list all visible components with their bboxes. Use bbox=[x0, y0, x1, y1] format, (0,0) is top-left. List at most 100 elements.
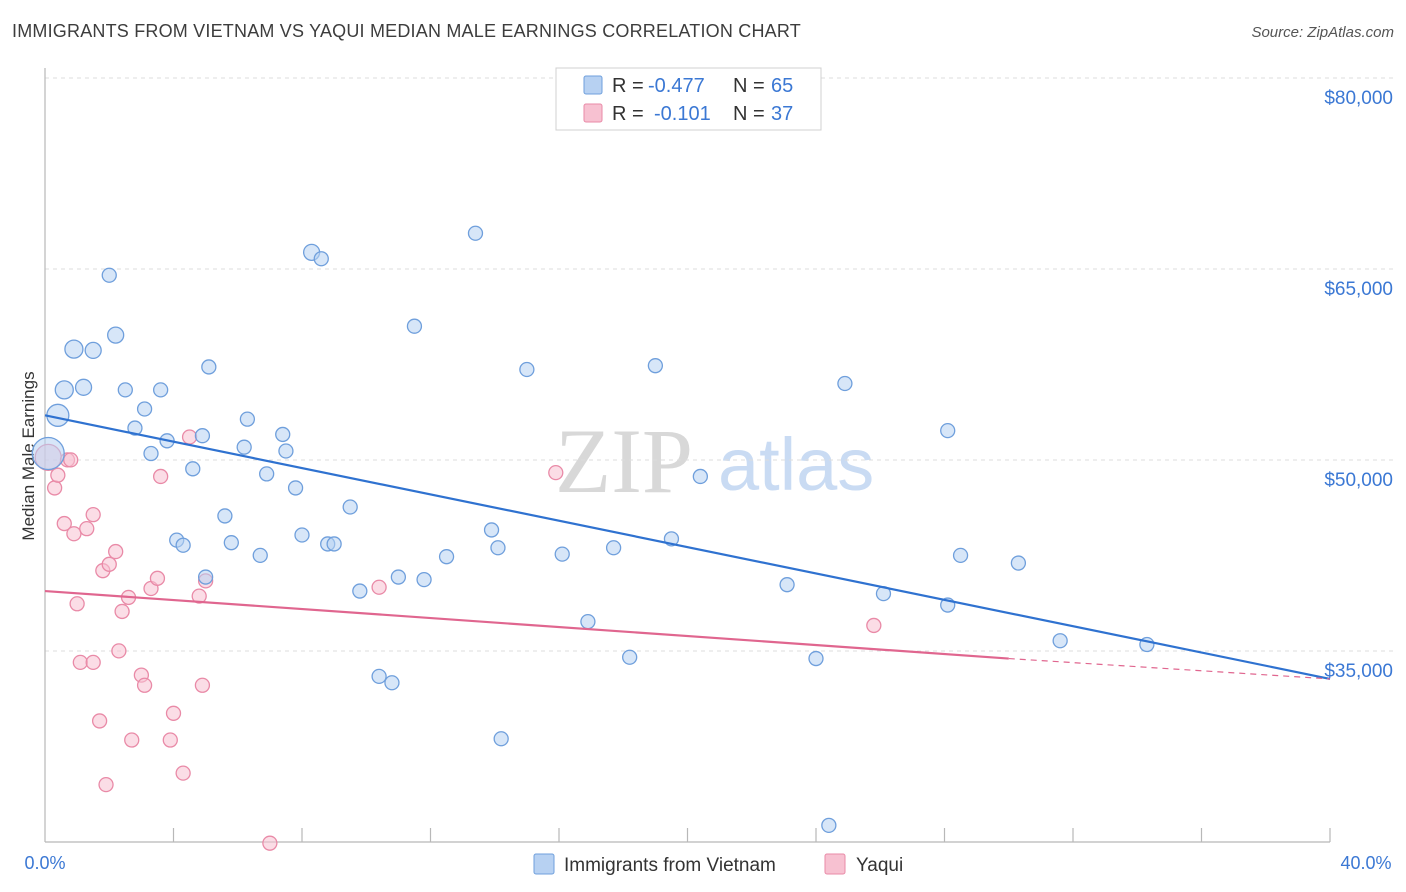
point-vietnam bbox=[136, 401, 153, 417]
x-axis-ticks bbox=[172, 828, 1331, 842]
point-vietnam bbox=[117, 382, 133, 398]
point-vietnam bbox=[143, 445, 159, 462]
point-vietnam bbox=[152, 382, 169, 398]
point-vietnam bbox=[31, 436, 65, 471]
point-vietnam bbox=[490, 540, 506, 556]
point-yaqui bbox=[56, 515, 72, 532]
point-yaqui bbox=[111, 643, 127, 659]
source-attribution: Source: ZipAtlas.com bbox=[1251, 24, 1394, 41]
point-vietnam bbox=[239, 411, 256, 427]
point-yaqui bbox=[181, 429, 198, 445]
point-yaqui bbox=[50, 467, 66, 483]
y-tick-label: $80,000 bbox=[1324, 88, 1393, 109]
watermark-zip: ZIP bbox=[555, 410, 693, 512]
point-vietnam bbox=[808, 650, 824, 667]
point-vietnam bbox=[236, 439, 252, 455]
point-yaqui bbox=[175, 765, 191, 781]
point-vietnam bbox=[84, 341, 102, 360]
point-yaqui bbox=[91, 713, 108, 729]
trend-lines bbox=[44, 414, 1331, 680]
legend-swatch-vietnam bbox=[583, 75, 603, 95]
point-yaqui bbox=[69, 596, 85, 612]
point-yaqui bbox=[194, 677, 211, 693]
bottom-legend-label-vietnam: Immigrants from Vietnam bbox=[564, 855, 776, 876]
point-yaqui bbox=[66, 526, 82, 542]
watermark-atlas: atlas bbox=[718, 423, 874, 506]
bottom-legend: Immigrants from Vietnam Yaqui bbox=[533, 853, 903, 876]
legend-r-label-2: R = bbox=[612, 103, 644, 125]
legend-n-value-1: 65 bbox=[771, 75, 793, 97]
point-vietnam bbox=[406, 318, 423, 334]
point-vietnam bbox=[252, 547, 268, 564]
point-vietnam bbox=[416, 571, 432, 588]
point-yaqui bbox=[152, 468, 169, 485]
point-vietnam bbox=[390, 569, 407, 585]
point-vietnam bbox=[384, 675, 400, 691]
point-vietnam bbox=[127, 420, 143, 436]
gridlines bbox=[45, 77, 1394, 652]
point-yaqui bbox=[124, 732, 140, 748]
y-tick-label: $35,000 bbox=[1324, 661, 1393, 682]
point-vietnam bbox=[519, 361, 535, 378]
point-yaqui bbox=[98, 776, 114, 793]
point-vietnam bbox=[197, 569, 214, 585]
point-vietnam bbox=[605, 540, 622, 556]
point-vietnam bbox=[54, 380, 74, 400]
point-vietnam bbox=[493, 731, 509, 747]
point-yaqui bbox=[548, 464, 564, 481]
point-vietnam bbox=[217, 508, 233, 524]
point-vietnam bbox=[278, 443, 294, 459]
point-vietnam bbox=[101, 267, 117, 283]
chart-title: IMMIGRANTS FROM VIETNAM VS YAQUI MEDIAN … bbox=[12, 21, 801, 41]
point-vietnam bbox=[940, 422, 956, 439]
trend-line-vietnam bbox=[44, 414, 1331, 680]
point-vietnam bbox=[779, 577, 795, 593]
point-yaqui bbox=[149, 570, 166, 586]
legend-box: R = -0.477 N = 65 R = -0.101 N = 37 bbox=[555, 67, 822, 131]
point-vietnam bbox=[259, 466, 275, 482]
x-tick-label-max: 40.0% bbox=[1340, 853, 1391, 873]
legend-n-value-2: 37 bbox=[771, 103, 793, 125]
y-axis-label: Median Male Earnings bbox=[19, 371, 38, 540]
point-yaqui bbox=[162, 732, 178, 748]
point-yaqui bbox=[79, 521, 95, 537]
legend-r-value-1: -0.477 bbox=[648, 75, 705, 97]
point-vietnam bbox=[692, 468, 708, 485]
bottom-legend-swatch-yaqui bbox=[824, 853, 846, 875]
point-yaqui bbox=[191, 588, 207, 604]
trend-line-yaqui-extension bbox=[1008, 657, 1331, 680]
point-yaqui bbox=[63, 452, 79, 468]
legend-swatch-yaqui bbox=[583, 103, 603, 123]
point-yaqui bbox=[72, 654, 88, 671]
point-yaqui bbox=[85, 654, 101, 671]
trend-line-yaqui bbox=[44, 589, 1009, 660]
point-vietnam bbox=[1010, 555, 1027, 571]
point-vietnam bbox=[326, 536, 342, 552]
series-vietnam-points bbox=[31, 225, 1155, 833]
y-tick-label: $65,000 bbox=[1324, 279, 1393, 300]
legend-r-value-2: -0.101 bbox=[654, 103, 711, 125]
point-vietnam bbox=[287, 480, 304, 496]
point-vietnam bbox=[201, 359, 217, 375]
point-yaqui bbox=[85, 507, 101, 523]
point-vietnam bbox=[837, 375, 853, 392]
point-vietnam bbox=[342, 499, 358, 515]
point-vietnam bbox=[438, 549, 455, 565]
y-tick-label: $50,000 bbox=[1324, 470, 1393, 491]
point-vietnam bbox=[194, 428, 211, 444]
point-vietnam bbox=[74, 378, 93, 396]
point-vietnam bbox=[952, 547, 969, 564]
point-yaqui bbox=[114, 603, 130, 620]
point-vietnam bbox=[580, 613, 596, 630]
point-vietnam bbox=[554, 546, 570, 562]
point-vietnam bbox=[223, 535, 239, 551]
point-vietnam bbox=[467, 225, 484, 241]
point-vietnam bbox=[107, 326, 125, 344]
point-vietnam bbox=[1052, 633, 1068, 649]
point-vietnam bbox=[275, 426, 291, 443]
bottom-legend-swatch-vietnam bbox=[533, 853, 555, 875]
point-vietnam bbox=[313, 251, 329, 267]
point-vietnam bbox=[647, 358, 664, 374]
point-vietnam bbox=[185, 461, 201, 477]
legend-n-label-1: N = bbox=[733, 75, 765, 97]
